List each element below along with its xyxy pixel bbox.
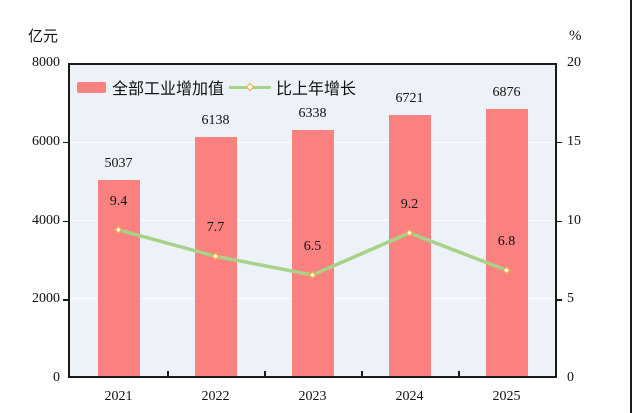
bar bbox=[485, 108, 528, 376]
growth-value-label: 6.5 bbox=[303, 238, 322, 254]
bar-legend-label: 全部工业增加值 bbox=[112, 81, 225, 98]
bar-value-label: 6721 bbox=[395, 90, 424, 106]
right-axis-tick bbox=[557, 299, 562, 301]
right-axis-tick bbox=[557, 141, 562, 144]
bar-value-label: 6338 bbox=[298, 105, 327, 121]
right-axis-tick-label: 10 bbox=[567, 212, 581, 228]
right-axis-tick-label: 5 bbox=[567, 291, 574, 307]
left-axis-tick-label: 8000 bbox=[32, 55, 60, 70]
bar bbox=[97, 180, 140, 376]
right-axis-tick-label: 20 bbox=[567, 55, 581, 70]
x-axis-category-label: 2024 bbox=[395, 389, 424, 404]
right-axis-tick bbox=[557, 220, 562, 222]
left-axis-tick bbox=[63, 299, 68, 301]
line-legend-marker-icon bbox=[229, 82, 272, 92]
bar-value-label: 6138 bbox=[201, 113, 230, 129]
diamond-marker-icon bbox=[307, 270, 318, 280]
line-legend-label: 比上年增长 bbox=[276, 81, 357, 98]
diamond-marker-icon bbox=[501, 265, 512, 275]
legend: 全部工业增加值 比上年增长 bbox=[77, 75, 356, 99]
growth-value-label: 9.4 bbox=[109, 193, 128, 209]
line-series bbox=[113, 225, 512, 280]
bar-value-label: 5037 bbox=[104, 156, 133, 172]
growth-value-label: 9.2 bbox=[400, 196, 419, 212]
plot-area: 5037 6138 6338 6721 6876 9.4 7.7 6.5 9.2 6.8 全部工业… bbox=[68, 63, 557, 378]
bar-legend-swatch-icon bbox=[77, 81, 106, 93]
x-axis-category-label: 2021 bbox=[104, 389, 133, 404]
x-axis-category-label: 2025 bbox=[492, 389, 521, 404]
x-axis-tick bbox=[264, 371, 266, 376]
diamond-marker-icon bbox=[245, 82, 255, 92]
left-axis-tick bbox=[63, 220, 68, 222]
x-axis-category-label: 2022 bbox=[201, 389, 230, 404]
diamond-marker-icon bbox=[210, 251, 221, 261]
x-axis-tick bbox=[167, 371, 169, 376]
growth-value-label: 6.8 bbox=[497, 234, 516, 250]
left-axis-tick-label: 4000 bbox=[32, 212, 60, 228]
bar bbox=[291, 129, 334, 376]
right-axis-tick-label: 15 bbox=[567, 133, 581, 149]
diamond-marker-icon bbox=[404, 228, 415, 238]
growth-value-label: 7.7 bbox=[206, 220, 225, 236]
left-axis-unit-label: 亿元 bbox=[28, 29, 59, 45]
left-axis-tick bbox=[63, 141, 68, 144]
right-axis-unit-label: % bbox=[569, 28, 582, 44]
left-axis-tick-label: 6000 bbox=[32, 133, 60, 149]
bar-value-label: 6876 bbox=[492, 84, 521, 100]
left-axis-tick-label: 2000 bbox=[32, 291, 60, 307]
right-axis-tick-label: 0 bbox=[567, 370, 574, 385]
diamond-marker-icon bbox=[113, 225, 124, 235]
x-axis-tick bbox=[361, 371, 363, 376]
page-right-edge-line bbox=[630, 0, 632, 413]
bar bbox=[388, 114, 431, 376]
x-axis-tick bbox=[458, 371, 460, 376]
left-axis-tick-label: 0 bbox=[53, 370, 60, 385]
x-axis-category-label: 2023 bbox=[298, 389, 327, 404]
